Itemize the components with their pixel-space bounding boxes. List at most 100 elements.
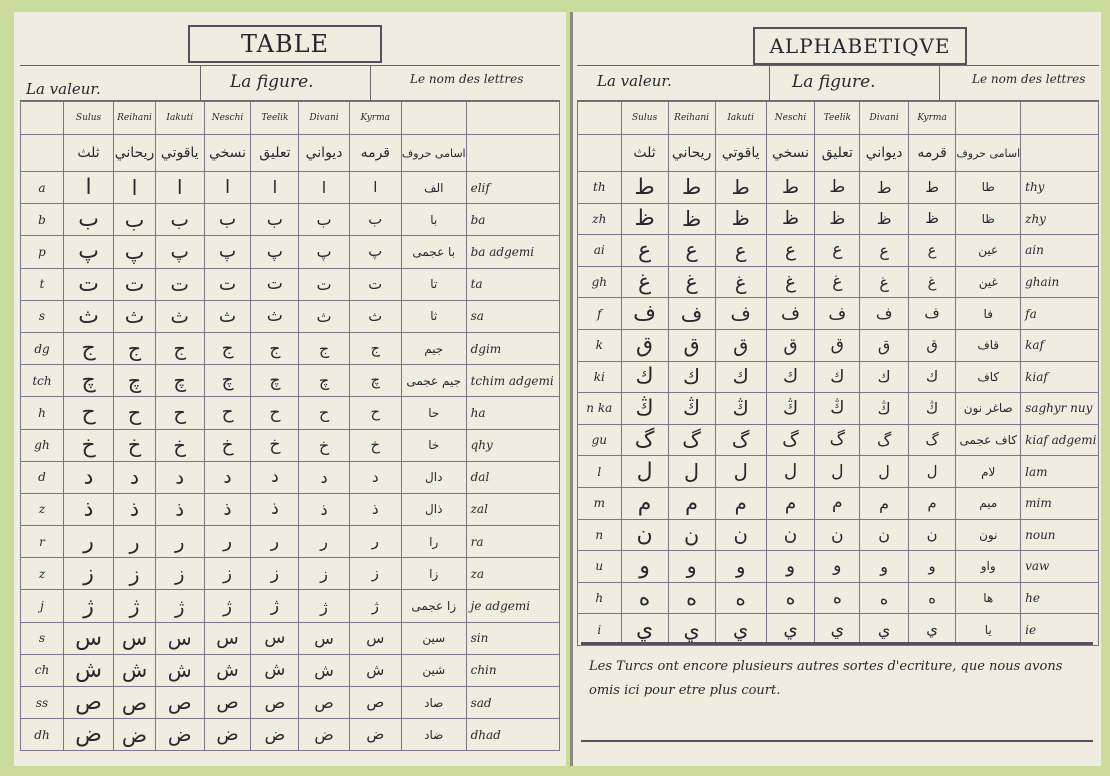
empty-cell	[1020, 134, 1099, 172]
letter-glyph: ص	[113, 685, 156, 720]
letter-glyph: ر	[250, 525, 300, 559]
letter-glyph: ج	[250, 331, 300, 366]
letter-name: kaf	[1020, 328, 1099, 362]
table-row: s ث ث ث ث ث ث ث ثا sa	[19, 299, 561, 333]
letter-glyph: ش	[154, 653, 205, 688]
letter-name: ra	[465, 525, 561, 559]
table-row: gh خ خ خ خ خ خ خ خا qhy	[19, 428, 561, 462]
letter-value: n ka	[577, 392, 622, 425]
letter-name-arabic: كاف عجمی	[955, 423, 1022, 457]
letter-glyph: چ	[298, 364, 350, 398]
letter-glyph: د	[63, 460, 115, 494]
letter-glyph: ص	[203, 685, 252, 720]
empty-cell	[400, 101, 467, 135]
letter-glyph: س	[298, 621, 350, 655]
letter-glyph: ث	[348, 299, 402, 333]
letter-glyph: ص	[63, 685, 115, 720]
script-name: Divani	[859, 101, 909, 135]
table-row: gh غ غ غ غ غ غ غ غين ghain	[577, 265, 1099, 299]
table-row: r ر ر ر ر ر ر ر را ra	[19, 525, 561, 559]
letter-glyph: ب	[63, 203, 115, 237]
letter-glyph: ن	[620, 518, 669, 552]
letter-name: dhad	[465, 718, 561, 752]
letter-glyph: پ	[63, 235, 115, 269]
letter-glyph: ژ	[203, 589, 252, 623]
letter-glyph: غ	[714, 265, 767, 299]
letter-glyph: ج	[203, 331, 252, 366]
letter-glyph: ق	[814, 328, 861, 362]
letter-name: qhy	[465, 428, 561, 462]
script-name: Kyrma	[348, 101, 402, 135]
letter-glyph: س	[203, 621, 252, 655]
letter-value: s	[19, 299, 65, 333]
letter-name: ta	[465, 267, 561, 301]
letter-glyph: م	[859, 486, 909, 520]
letter-glyph: ذ	[250, 492, 300, 527]
empty-cell	[19, 101, 65, 135]
letter-glyph: ڭ	[907, 392, 957, 425]
letter-glyph: ه	[714, 581, 767, 615]
letter-glyph: ك	[859, 360, 909, 394]
empty-cell	[955, 101, 1022, 135]
letter-value: z	[19, 492, 65, 527]
letter-value: dg	[19, 331, 65, 366]
letter-glyph: ع	[667, 234, 716, 267]
letter-value: gh	[19, 428, 65, 462]
letter-glyph: ل	[714, 455, 767, 488]
letter-glyph: غ	[907, 265, 957, 299]
table-row: a ا ا ا ا ا ا ا الف elif	[19, 170, 561, 205]
letter-glyph: ه	[814, 581, 861, 615]
footnote: Les Turcs ont encore plusieurs autres so…	[581, 642, 1093, 742]
letter-glyph: ن	[859, 518, 909, 552]
table-row: zh ظ ظ ظ ظ ظ ظ ظ ظا zhy	[577, 202, 1099, 236]
letter-glyph: ذ	[298, 492, 350, 527]
letter-glyph: ط	[814, 171, 861, 204]
letter-glyph: ص	[154, 685, 205, 720]
script-name: Sulus	[620, 101, 669, 135]
empty-cell	[577, 101, 622, 135]
script-name-arabic: ريحاني	[113, 134, 156, 172]
letter-name: kiaf	[1020, 360, 1099, 394]
table-row: i ي ي ي ي ي ي ي يا ie	[577, 613, 1099, 646]
letter-glyph: ك	[907, 360, 957, 394]
letter-glyph: خ	[203, 428, 252, 462]
letter-glyph: ي	[859, 613, 909, 646]
letter-glyph: س	[113, 621, 156, 655]
letter-glyph: ژ	[63, 589, 115, 623]
letter-name-arabic: شين	[400, 653, 467, 688]
letter-name-arabic: يا	[955, 613, 1022, 646]
letter-glyph: پ	[250, 235, 300, 269]
letter-glyph: ڭ	[620, 392, 669, 425]
letter-glyph: ن	[667, 518, 716, 552]
letter-glyph: ض	[63, 718, 115, 752]
letter-value: z	[19, 557, 65, 591]
letter-glyph: د	[113, 460, 156, 494]
letter-name-arabic: حا	[400, 396, 467, 430]
letter-value: h	[577, 581, 622, 615]
letter-glyph: ژ	[250, 589, 300, 623]
letter-glyph: ز	[298, 557, 350, 591]
letter-name-arabic: لام	[955, 455, 1022, 488]
letter-value: d	[19, 460, 65, 494]
script-name-arabic: تعليق	[250, 134, 300, 172]
letter-glyph: س	[154, 621, 205, 655]
letter-name: dgim	[465, 331, 561, 366]
letter-glyph: ض	[203, 718, 252, 752]
letter-name: thy	[1020, 171, 1099, 204]
letter-glyph: ل	[620, 455, 669, 488]
table-row: s س س س س س س س سين sin	[19, 621, 561, 655]
letter-glyph: ذ	[348, 492, 402, 527]
script-name: Divani	[298, 101, 350, 135]
letter-glyph: ظ	[714, 202, 767, 236]
table-row: ss ص ص ص ص ص ص ص صاد sad	[19, 685, 561, 720]
column-group-header: La valeur. La figure. Le nom des lettres	[577, 65, 1099, 101]
letter-glyph: ع	[765, 234, 816, 267]
letter-glyph: س	[348, 621, 402, 655]
header-figure: La figure.	[230, 72, 314, 92]
letter-glyph: ن	[714, 518, 767, 552]
letter-name-arabic: ظا	[955, 202, 1022, 236]
letter-name: zhy	[1020, 202, 1099, 236]
letter-name: ha	[465, 396, 561, 430]
letter-glyph: م	[620, 486, 669, 520]
letter-glyph: ر	[298, 525, 350, 559]
